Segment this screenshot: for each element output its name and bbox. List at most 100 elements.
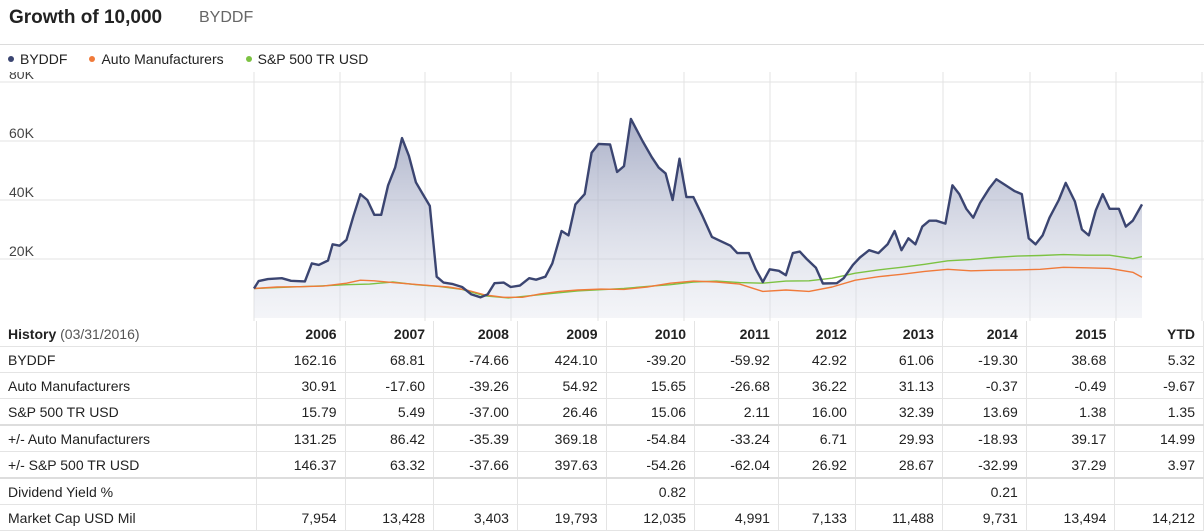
table-row: Dividend Yield % 0.82 0.21: [0, 477, 1204, 505]
series-line-byddf[interactable]: [252, 117, 1144, 299]
byddf-area: [254, 118, 1142, 319]
table-cell: 13,494: [1026, 504, 1116, 531]
table-cell: -35.39: [433, 424, 518, 452]
table-cell: 6.71: [778, 424, 856, 452]
table-cell: -0.37: [942, 372, 1027, 399]
table-cell: 2.11: [694, 398, 779, 426]
table-cell: 30.91: [256, 372, 346, 399]
table-row: Market Cap USD Mil 7,954 13,428 3,403 19,793…: [0, 504, 1204, 531]
year-header: 2012: [778, 321, 856, 347]
table-cell: 15.65: [606, 372, 696, 399]
row-label: BYDDF: [0, 346, 257, 373]
y-tick-label: 60K: [9, 125, 35, 141]
table-cell: 31.13: [855, 372, 943, 399]
table-cell: -62.04: [694, 451, 779, 479]
table-cell: [855, 477, 943, 505]
table-cell: 13,428: [345, 504, 435, 531]
table-cell: -18.93: [942, 424, 1027, 452]
table-cell: [517, 477, 607, 505]
table-cell: 26.46: [517, 398, 607, 426]
table-cell: 36.22: [778, 372, 856, 399]
year-header: 2006: [256, 321, 346, 347]
table-cell: -17.60: [345, 372, 435, 399]
table-cell: 14.99: [1114, 424, 1204, 452]
history-table: History (03/31/2016) 2006 2007 2008 2009…: [0, 321, 1204, 531]
table-cell: 13.69: [942, 398, 1027, 426]
table-cell: 9,731: [942, 504, 1027, 531]
table-cell: -37.66: [433, 451, 518, 479]
row-label: Dividend Yield %: [0, 477, 257, 505]
row-label: S&P 500 TR USD: [0, 398, 257, 426]
table-cell: [1114, 477, 1204, 505]
table-cell: 29.93: [855, 424, 943, 452]
legend-item-byddf[interactable]: BYDDF: [8, 51, 67, 67]
table-cell: -19.30: [942, 346, 1027, 373]
table-cell: 162.16: [256, 346, 346, 373]
table-cell: -54.26: [606, 451, 696, 479]
table-cell: 1.38: [1026, 398, 1116, 426]
table-cell: 26.92: [778, 451, 856, 479]
table-cell: 397.63: [517, 451, 607, 479]
table-cell: 3.97: [1114, 451, 1204, 479]
year-header: 2007: [345, 321, 435, 347]
table-cell: 4,991: [694, 504, 779, 531]
series-line-auto-manufacturers[interactable]: [253, 266, 1143, 298]
legend-label: BYDDF: [20, 51, 68, 67]
table-cell: 1.35: [1114, 398, 1204, 426]
table-cell: 14,212: [1114, 504, 1204, 531]
history-label: History: [8, 325, 57, 342]
table-cell: 0.82: [606, 477, 696, 505]
table-cell: 146.37: [256, 451, 346, 479]
ticker-symbol: BYDDF: [199, 9, 254, 26]
chart-legend: BYDDF Auto Manufacturers S&P 500 TR USD: [8, 51, 390, 67]
year-header: 2009: [517, 321, 607, 347]
table-cell: 42.92: [778, 346, 856, 373]
year-header: 2008: [433, 321, 518, 347]
year-header: 2014: [942, 321, 1027, 347]
y-tick-label: 20K: [9, 243, 35, 259]
legend-label: S&P 500 TR USD: [257, 51, 369, 67]
table-cell: 0.21: [942, 477, 1027, 505]
legend-dot-icon: [245, 56, 252, 62]
table-cell: 68.81: [345, 346, 435, 373]
table-cell: [256, 477, 346, 505]
year-header: YTD: [1114, 321, 1204, 347]
table-cell: [778, 477, 856, 505]
table-cell: -26.68: [694, 372, 779, 399]
table-cell: 12,035: [606, 504, 696, 531]
chart-title: Growth of 10,000: [9, 7, 163, 28]
table-cell: -39.20: [606, 346, 696, 373]
year-header: 2011: [694, 321, 779, 347]
table-cell: 5.32: [1114, 346, 1204, 373]
year-header: 2015: [1026, 321, 1116, 347]
table-cell: -37.00: [433, 398, 518, 426]
table-header-row: History (03/31/2016) 2006 2007 2008 2009…: [0, 321, 1204, 347]
table-cell: 5.49: [345, 398, 435, 426]
growth-chart[interactable]: 80K 60K 40K 20K: [0, 72, 1204, 322]
table-cell: 32.39: [855, 398, 943, 426]
table-cell: 28.67: [855, 451, 943, 479]
legend-label: Auto Manufacturers: [101, 51, 224, 67]
row-label: Market Cap USD Mil: [0, 504, 257, 531]
table-cell: -59.92: [694, 346, 779, 373]
table-cell: 38.68: [1026, 346, 1116, 373]
legend-dot-icon: [89, 56, 96, 62]
table-cell: -33.24: [694, 424, 779, 452]
table-cell: 61.06: [855, 346, 943, 373]
table-cell: 131.25: [256, 424, 346, 452]
legend-item-auto-manufacturers[interactable]: Auto Manufacturers: [89, 51, 224, 67]
year-header: 2010: [606, 321, 696, 347]
table-cell: 19,793: [517, 504, 607, 531]
history-header: History (03/31/2016): [0, 321, 257, 347]
table-cell: -39.26: [433, 372, 518, 399]
table-cell: 39.17: [1026, 424, 1116, 452]
row-label: +/- S&P 500 TR USD: [0, 451, 257, 479]
table-cell: [694, 477, 779, 505]
table-row: +/- S&P 500 TR USD 146.37 63.32 -37.66 397.6…: [0, 451, 1204, 479]
table-cell: 15.79: [256, 398, 346, 426]
table-cell: 37.29: [1026, 451, 1116, 479]
table-cell: 11,488: [855, 504, 943, 531]
table-cell: 3,403: [433, 504, 518, 531]
history-date: (03/31/2016): [60, 325, 140, 342]
legend-item-sp500[interactable]: S&P 500 TR USD: [245, 51, 369, 67]
